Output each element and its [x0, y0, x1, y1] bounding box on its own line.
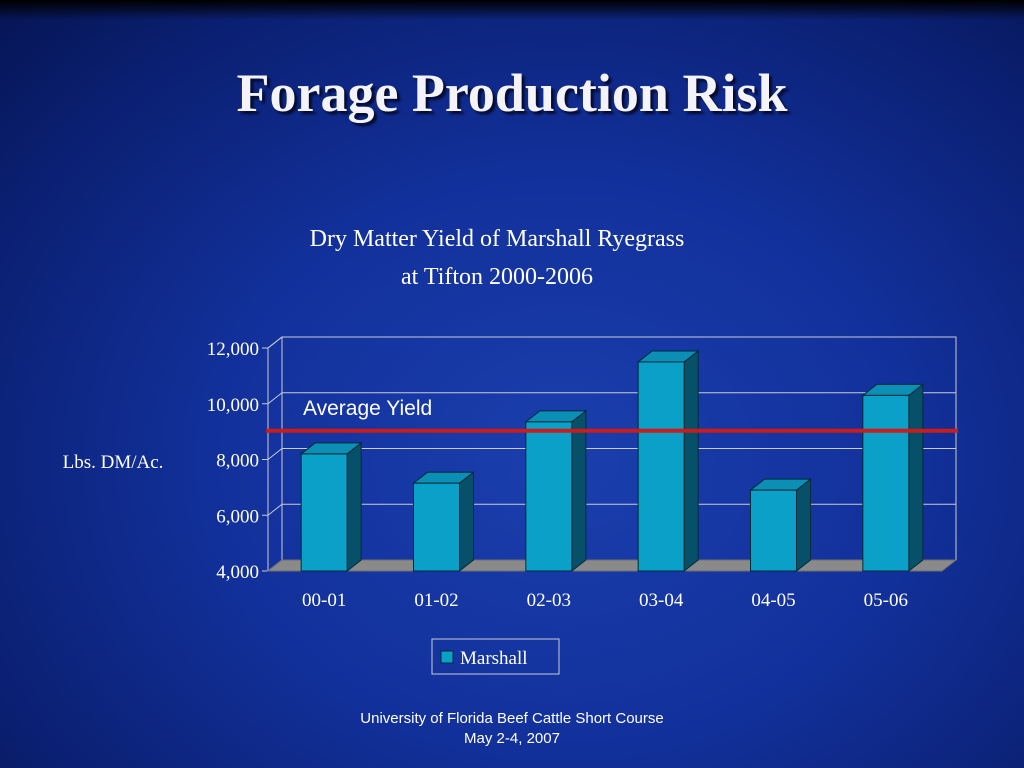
y-tick-label: 12,000 — [207, 339, 259, 360]
y-tick-label: 4,000 — [216, 562, 259, 583]
y-tick-label: 6,000 — [216, 506, 259, 527]
bar — [637, 361, 685, 572]
footer-line-1: University of Florida Beef Cattle Short … — [360, 710, 664, 727]
y-tick-label: 8,000 — [216, 451, 259, 472]
x-tick-label: 04-05 — [751, 590, 795, 611]
slide-title: Forage Production Risk — [236, 63, 788, 123]
footer-line-2: May 2-4, 2007 — [464, 730, 560, 747]
bar — [525, 421, 573, 572]
top-shadow-bar — [0, 0, 1024, 20]
chart-title-line1: Dry Matter Yield of Marshall Ryegrass — [310, 226, 685, 252]
chart-title-line2: at Tifton 2000-2006 — [401, 264, 593, 290]
gridline-depth — [267, 392, 283, 405]
x-tick-label: 03-04 — [639, 590, 684, 611]
y-tick-label: 10,000 — [207, 395, 259, 416]
bar-side — [908, 383, 924, 573]
bar-side — [571, 409, 587, 573]
x-tick-label: 02-03 — [527, 590, 571, 611]
footer: University of Florida Beef Cattle Short … — [0, 709, 1024, 749]
average-yield-label: Average Yield — [303, 397, 432, 420]
chart-floor — [266, 559, 958, 572]
x-tick-label: 00-01 — [302, 590, 346, 611]
legend-swatch — [440, 650, 454, 664]
gridline-depth — [267, 448, 283, 460]
gridline-depth — [267, 503, 283, 516]
bar — [300, 453, 348, 572]
y-axis-label: Lbs. DM/Ac. — [63, 452, 164, 473]
plot-area: 4,000 6,000 8,000 10,000 12,000 00-01 01-02 02-… — [207, 336, 958, 611]
x-tick-label: 01-02 — [414, 590, 458, 611]
gridline-depth — [267, 336, 283, 349]
bar — [862, 394, 910, 572]
legend-box — [431, 638, 560, 675]
bar — [750, 489, 797, 572]
bar — [413, 482, 460, 572]
bar-side — [459, 471, 474, 573]
legend-entry: Marshall — [460, 648, 528, 669]
legend: Marshall — [431, 638, 560, 675]
bar-chart: Dry Matter Yield of Marshall Ryegrass at… — [63, 226, 958, 675]
bar-side — [346, 441, 362, 573]
x-tick-label: 05-06 — [864, 590, 908, 611]
bar-side — [796, 478, 811, 573]
bar-side — [683, 349, 699, 573]
